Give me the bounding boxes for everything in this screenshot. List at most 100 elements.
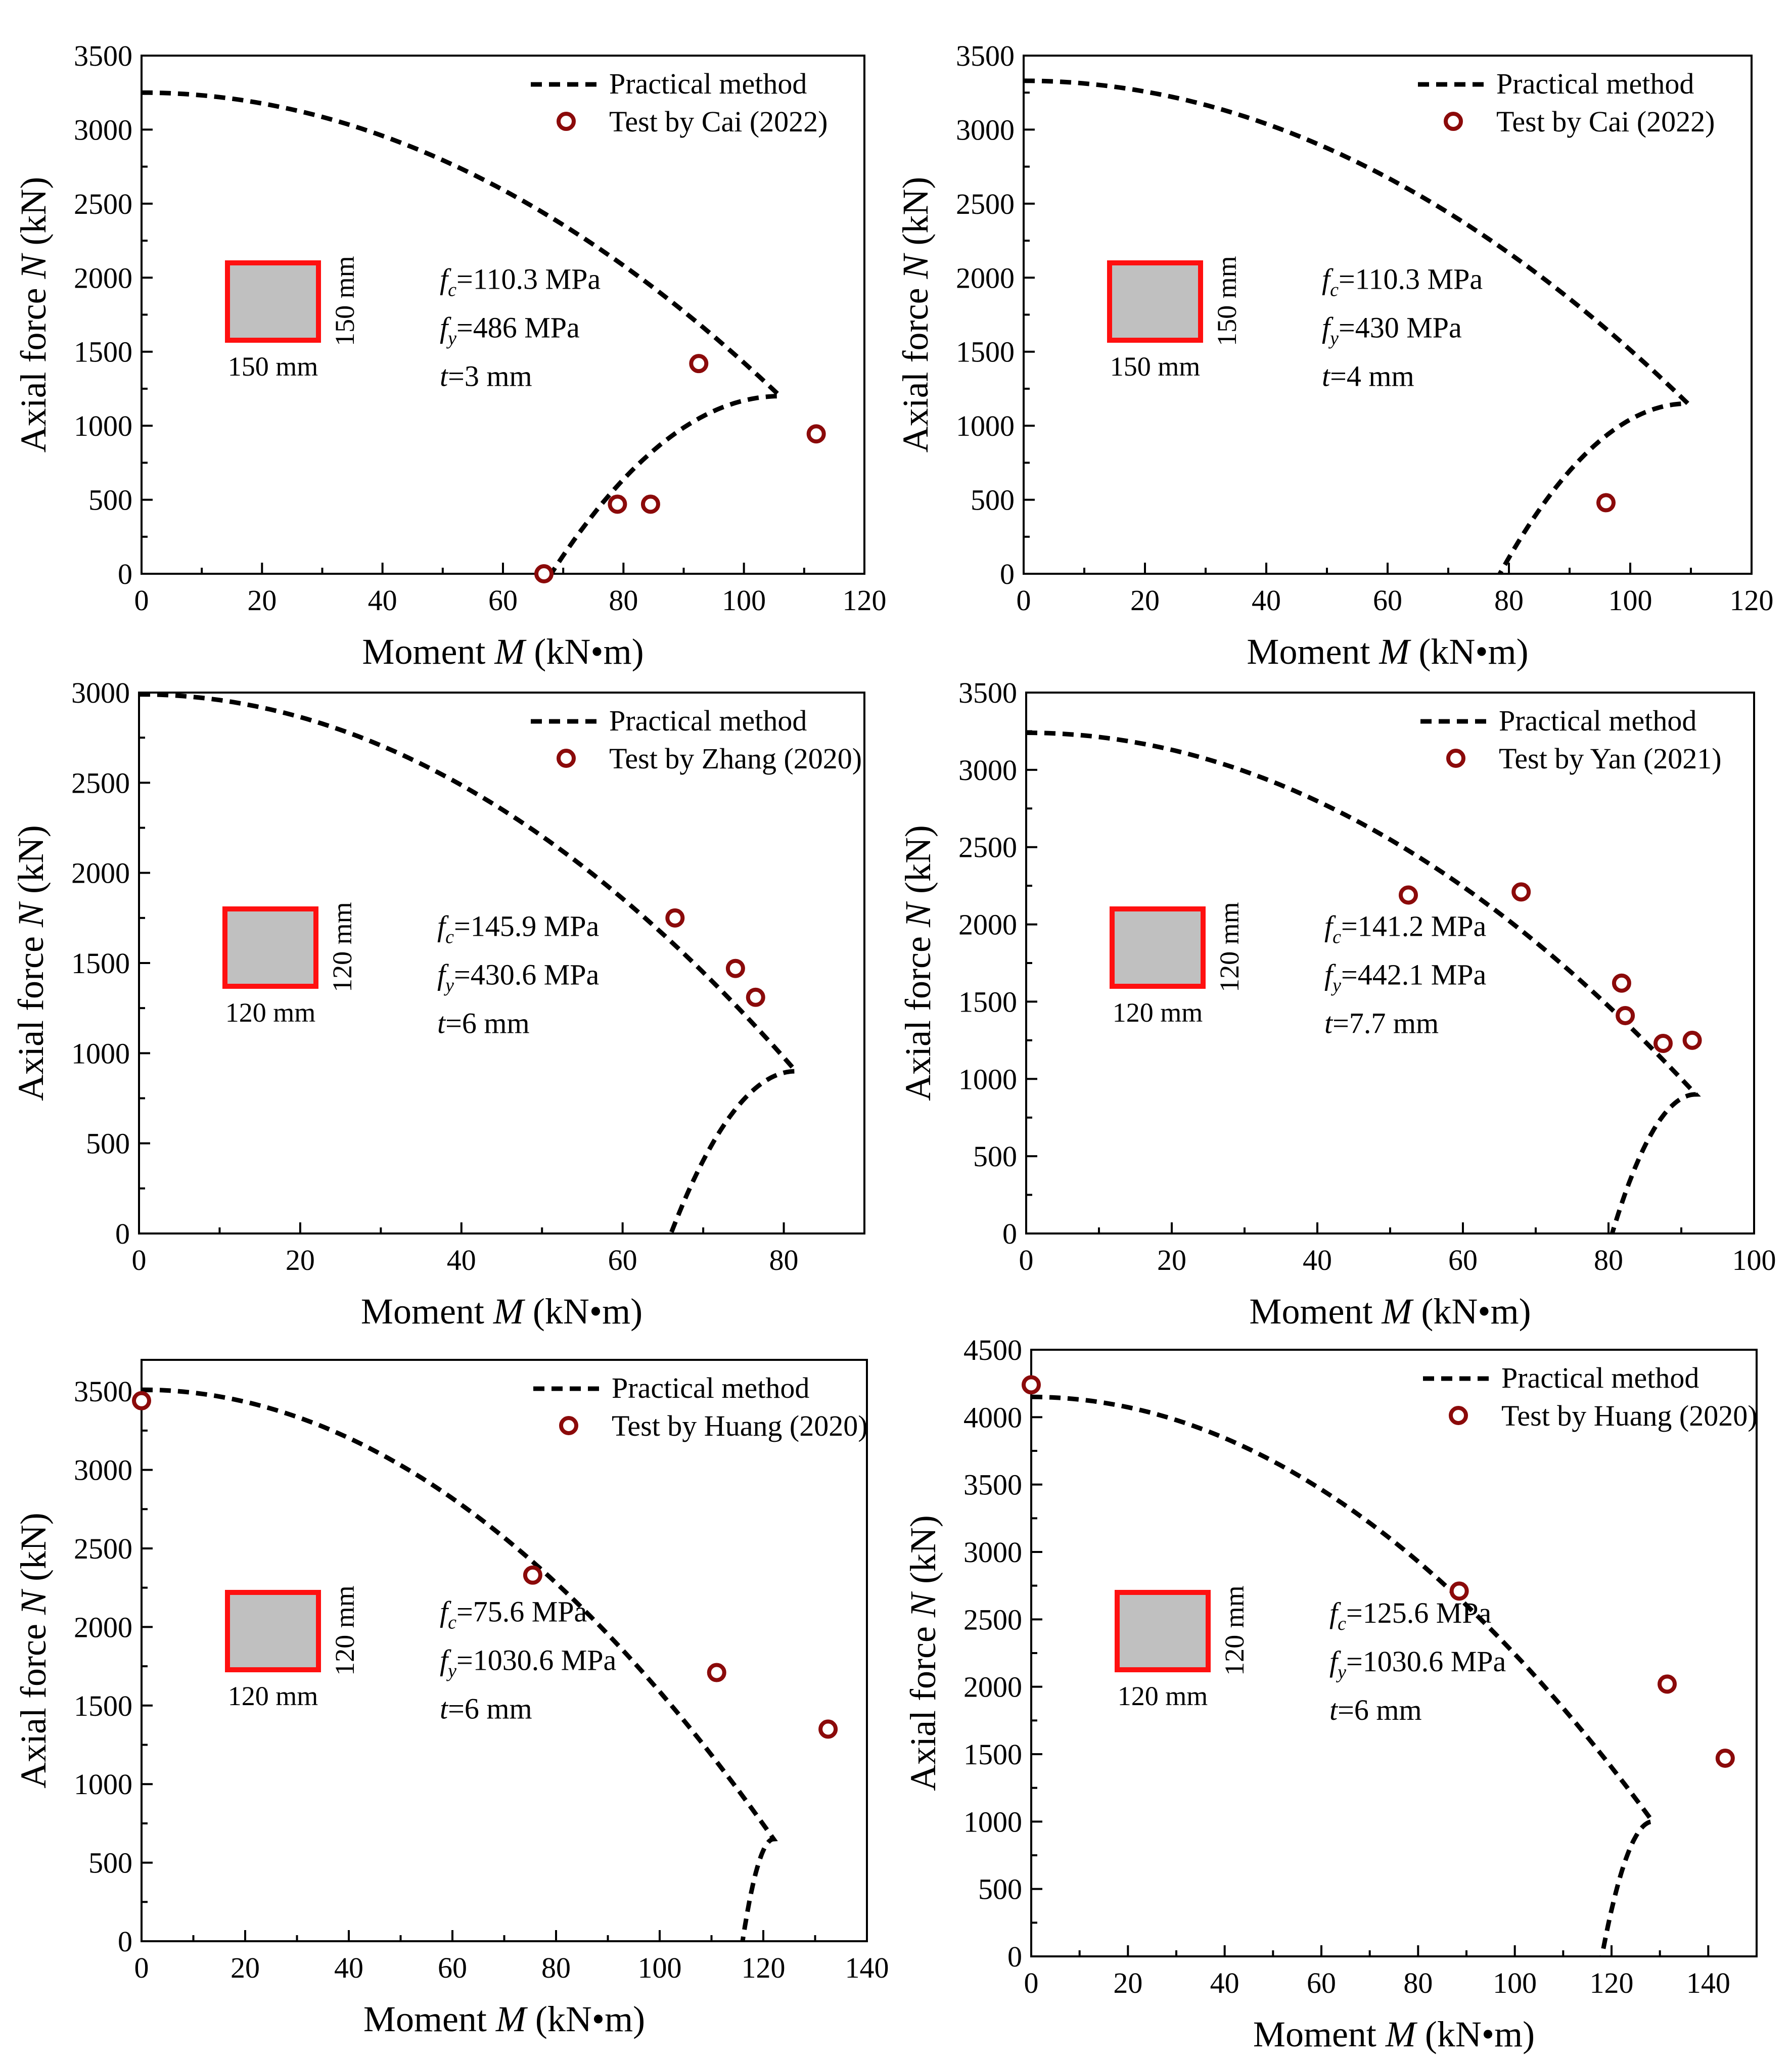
test-data-point <box>640 494 660 514</box>
param-t-value: =6 mm <box>1338 1694 1421 1726</box>
legend-marker-swatch <box>1444 112 1463 131</box>
cross-section-icon <box>1115 1590 1211 1672</box>
y-tick-label: 0 <box>118 1925 132 1958</box>
param-fc-value: =145.9 MPa <box>454 910 599 943</box>
x-tick-label: 20 <box>286 1244 315 1276</box>
section-height-label: 150 mm <box>330 256 360 346</box>
test-data-point <box>1653 1033 1673 1053</box>
x-tick-label: 20 <box>247 584 277 617</box>
y-tick-label: 2500 <box>963 1603 1022 1636</box>
test-data-point <box>132 1391 151 1410</box>
y-tick-label: 1000 <box>71 1037 130 1070</box>
param-t-value: =4 mm <box>1330 359 1414 392</box>
y-tick-label: 1500 <box>956 336 1015 369</box>
param-fc-value: =125.6 MPa <box>1346 1596 1491 1629</box>
x-tick-label: 140 <box>845 1951 889 1984</box>
x-tick-label: 40 <box>334 1951 363 1984</box>
x-tick-label: 100 <box>1732 1244 1776 1276</box>
section-width-label: 120 mm <box>1113 997 1203 1028</box>
y-tick-label: 3000 <box>958 754 1017 787</box>
chart-panel-2: 0 20 40 60 80 100 120 0 500 1000 1500 2000 2500 3000 3… <box>895 39 1774 672</box>
y-tick-label: 2000 <box>74 261 132 294</box>
x-tick-label: 140 <box>1686 1966 1730 1999</box>
x-tick-label: 0 <box>132 1244 147 1276</box>
test-data-point <box>1715 1749 1735 1768</box>
x-tick-label: 40 <box>447 1244 476 1276</box>
legend-marker-label: Test by Huang (2020) <box>1501 1399 1758 1432</box>
y-tick-label: 500 <box>978 1873 1022 1906</box>
x-tick-label: 0 <box>134 584 149 617</box>
x-tick-label: 80 <box>1594 1244 1623 1276</box>
chart-panel-4: 0 20 40 60 80 1000500100015002000250030003500… <box>898 676 1776 1332</box>
x-axis-title: Moment M (kN•m) <box>363 1999 645 2039</box>
test-data-point <box>725 958 745 978</box>
practical-method-curve <box>1026 730 1701 1234</box>
x-tick-label: 100 <box>722 584 766 617</box>
y-tick-label: 0 <box>1007 1940 1022 1973</box>
y-tick-label: 3500 <box>958 676 1017 709</box>
test-data-point <box>1682 1030 1702 1050</box>
y-tick-label: 0 <box>118 558 132 590</box>
x-tick-label: 0 <box>1024 1966 1039 1999</box>
param-t: t=6 mm <box>437 1007 530 1040</box>
test-data-point <box>1596 493 1616 513</box>
y-tick-label: 2500 <box>74 1532 132 1565</box>
y-tick-label: 2500 <box>71 766 130 799</box>
y-tick-label: 3000 <box>956 113 1015 146</box>
param-t: t=4 mm <box>1322 359 1414 392</box>
section-width-label: 120 mm <box>225 997 316 1028</box>
param-fy: fy=1030.6 MPa <box>1329 1645 1506 1683</box>
cross-section-icon <box>225 260 321 343</box>
x-tick-label: 40 <box>1252 584 1281 617</box>
x-tick-label: 100 <box>1493 1966 1537 1999</box>
param-fy-value: =430 MPa <box>1339 311 1462 344</box>
legend-marker-label: Test by Cai (2022) <box>1496 105 1715 138</box>
test-data-point <box>523 1565 542 1585</box>
y-tick-label: 500 <box>971 484 1015 517</box>
param-fc: fc=145.9 MPa <box>437 910 599 948</box>
y-tick-label: 2000 <box>74 1611 132 1643</box>
x-axis-title: Moment M (kN•m) <box>362 631 644 672</box>
legend-line-label: Practical method <box>609 704 807 737</box>
legend-line-label: Practical method <box>1501 1361 1699 1394</box>
y-tick-label: 1500 <box>963 1738 1022 1771</box>
y-tick-label: 3500 <box>963 1469 1022 1501</box>
param-fc: fc=110.3 MPa <box>440 262 601 300</box>
param-fc-value: =141.2 MPa <box>1341 910 1486 943</box>
legend-marker-label: Test by Yan (2021) <box>1499 742 1722 775</box>
legend-marker-swatch <box>557 749 576 768</box>
legend-marker-label: Test by Zhang (2020) <box>609 742 862 775</box>
param-fc-value: =110.3 MPa <box>456 262 601 295</box>
param-fy-value: =442.1 MPa <box>1341 958 1486 991</box>
x-tick-label: 20 <box>1113 1966 1142 1999</box>
y-tick-label: 2000 <box>963 1671 1022 1704</box>
param-t: t=7.7 mm <box>1324 1007 1439 1040</box>
param-t: t=6 mm <box>440 1693 532 1725</box>
x-axis-title: Moment M (kN•m) <box>1249 1291 1531 1332</box>
section-height-label: 120 mm <box>1219 1585 1250 1676</box>
y-tick-label: 1000 <box>956 409 1015 442</box>
y-tick-label: 0 <box>1000 558 1015 590</box>
x-axis-title: Moment M (kN•m) <box>1247 631 1528 672</box>
y-tick-label: 2000 <box>956 261 1015 294</box>
legend-line-label: Practical method <box>1499 704 1696 737</box>
chart-panel-6: 0 20 40 60 80 100 120 140 0 500 1000 1500 2000 2500 30… <box>903 1334 1758 2054</box>
param-fc: fc=141.2 MPa <box>1324 910 1486 948</box>
practical-method-curve <box>1023 78 1693 575</box>
y-tick-label: 1000 <box>963 1805 1022 1838</box>
test-data-point <box>818 1719 838 1739</box>
y-axis-title: Axial force N (kN) <box>11 825 51 1101</box>
test-data-point <box>1511 882 1531 902</box>
x-tick-label: 120 <box>742 1951 786 1984</box>
section-width-label: 150 mm <box>1110 351 1201 382</box>
y-tick-label: 3500 <box>74 1375 132 1408</box>
x-tick-label: 20 <box>1157 1244 1186 1276</box>
cross-section-icon <box>225 1590 321 1672</box>
practical-method-curve <box>141 90 786 575</box>
param-fy: fy=430 MPa <box>1322 311 1462 349</box>
param-fc: fc=125.6 MPa <box>1329 1596 1491 1634</box>
param-fy-value: =430.6 MPa <box>454 958 599 991</box>
test-data-point <box>806 424 826 444</box>
legend-marker-swatch <box>1449 1406 1468 1425</box>
